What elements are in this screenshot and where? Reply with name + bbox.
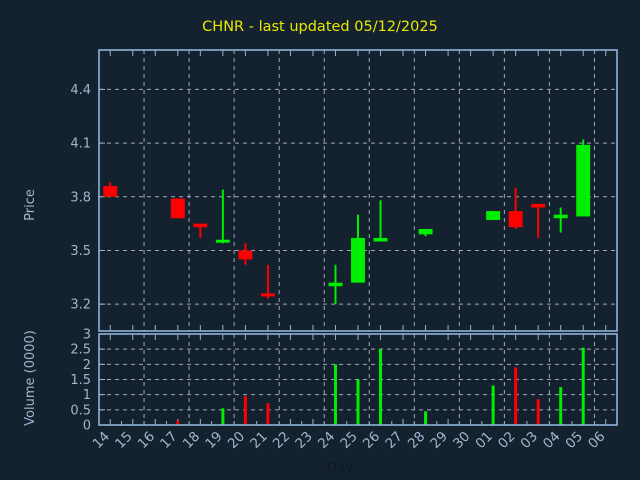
volume-tick-label: 1 xyxy=(83,388,91,403)
price-axis-label: Price xyxy=(23,189,38,221)
volume-bar xyxy=(333,364,337,425)
volume-bar xyxy=(356,379,360,425)
candlestick xyxy=(373,200,388,242)
volume-axis-ticks: 00.511.522.53 xyxy=(70,328,105,434)
volume-tick-label: 2 xyxy=(83,358,91,373)
candlestick xyxy=(531,203,546,238)
volume-tick-label: 0 xyxy=(83,419,91,434)
candlestick xyxy=(553,207,568,233)
price-tick-label: 3.8 xyxy=(70,190,91,205)
candlestick xyxy=(193,223,208,238)
candlestick xyxy=(418,228,433,237)
volume-tick-label: 2.5 xyxy=(70,343,91,358)
price-tick-label: 3.2 xyxy=(70,298,91,313)
candlestick xyxy=(260,264,275,299)
plot-frames xyxy=(98,49,618,426)
volume-bar xyxy=(559,387,563,425)
volume-bar-series xyxy=(176,347,585,425)
candlestick xyxy=(328,264,343,305)
chart-title: CHNR - last updated 05/12/2025 xyxy=(202,19,438,35)
volume-tick-label: 1.5 xyxy=(70,373,91,388)
volume-bar xyxy=(176,420,180,425)
candlestick xyxy=(170,198,185,219)
volume-axis-label: Volume (0000) xyxy=(23,330,38,426)
volume-bar xyxy=(581,347,585,425)
volume-bar xyxy=(491,385,495,425)
candlestick xyxy=(576,139,591,217)
price-tick-label: 3.5 xyxy=(70,244,91,259)
volume-tick-label: 0.5 xyxy=(70,403,91,418)
volume-bar xyxy=(514,367,518,425)
price-tick-label: 4.4 xyxy=(70,83,91,98)
volume-bar xyxy=(243,396,247,425)
candlestick xyxy=(103,182,118,197)
volume-bar xyxy=(379,349,383,425)
candlestick xyxy=(486,211,501,221)
candlestick xyxy=(238,243,253,265)
x-axis-label: Day xyxy=(327,460,354,476)
volume-bar xyxy=(536,399,540,425)
volume-tick-label: 3 xyxy=(83,328,91,343)
candlestick xyxy=(215,189,230,244)
candlestick-series xyxy=(103,139,591,305)
volume-bar xyxy=(221,408,225,425)
volume-bar xyxy=(424,411,428,425)
price-axis-ticks: 3.2 3.5 3.8 4.1 4.4 xyxy=(70,83,105,313)
volume-bar xyxy=(266,403,270,425)
candlestick xyxy=(351,214,365,283)
price-tick-label: 4.1 xyxy=(70,137,91,152)
candlestick xyxy=(508,187,523,229)
